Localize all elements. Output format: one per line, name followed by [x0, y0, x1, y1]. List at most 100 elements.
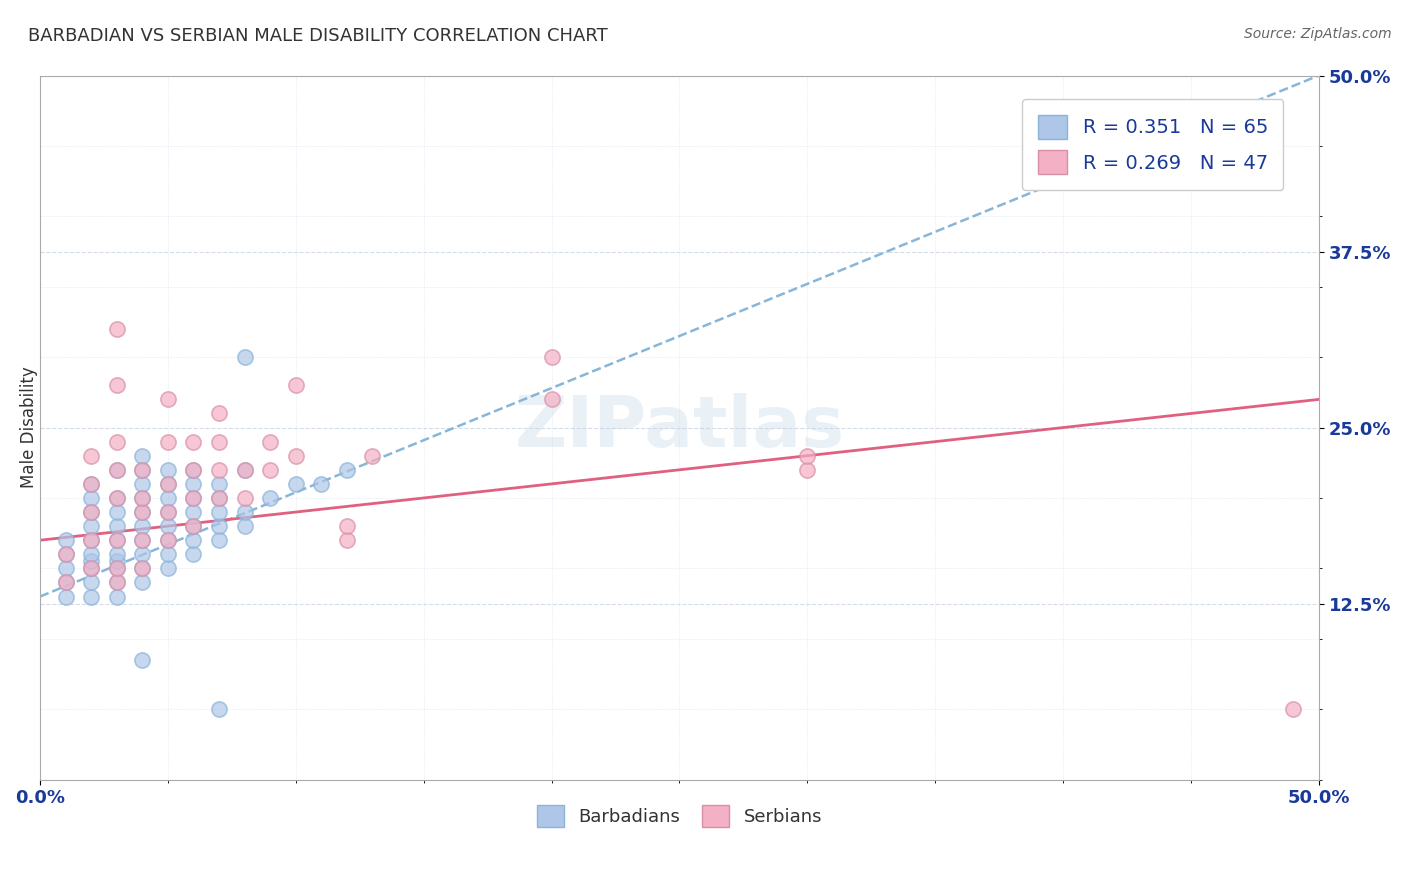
- Point: [284, 449, 307, 463]
- Point: [183, 533, 205, 548]
- Point: [80, 519, 103, 533]
- Point: [80, 533, 103, 548]
- Point: [131, 561, 153, 575]
- Point: [156, 476, 179, 491]
- Point: [105, 463, 128, 477]
- Point: [208, 519, 231, 533]
- Point: [105, 590, 128, 604]
- Point: [336, 519, 359, 533]
- Point: [131, 533, 153, 548]
- Point: [156, 434, 179, 449]
- Point: [156, 505, 179, 519]
- Point: [156, 547, 179, 561]
- Point: [259, 463, 281, 477]
- Point: [208, 407, 231, 421]
- Point: [183, 519, 205, 533]
- Point: [55, 547, 77, 561]
- Point: [105, 561, 128, 575]
- Point: [105, 491, 128, 505]
- Point: [233, 505, 256, 519]
- Point: [259, 434, 281, 449]
- Point: [183, 476, 205, 491]
- Point: [80, 554, 103, 568]
- Point: [131, 463, 153, 477]
- Point: [105, 505, 128, 519]
- Point: [259, 491, 281, 505]
- Point: [105, 554, 128, 568]
- Point: [131, 491, 153, 505]
- Point: [183, 519, 205, 533]
- Y-axis label: Male Disability: Male Disability: [20, 367, 38, 489]
- Point: [208, 434, 231, 449]
- Point: [183, 434, 205, 449]
- Point: [233, 463, 256, 477]
- Point: [233, 463, 256, 477]
- Point: [80, 449, 103, 463]
- Point: [361, 449, 384, 463]
- Point: [131, 505, 153, 519]
- Point: [156, 476, 179, 491]
- Point: [131, 505, 153, 519]
- Point: [336, 533, 359, 548]
- Point: [233, 519, 256, 533]
- Point: [105, 533, 128, 548]
- Point: [80, 533, 103, 548]
- Point: [311, 476, 333, 491]
- Point: [131, 491, 153, 505]
- Point: [208, 533, 231, 548]
- Point: [131, 449, 153, 463]
- Point: [233, 491, 256, 505]
- Point: [105, 491, 128, 505]
- Point: [796, 463, 818, 477]
- Point: [131, 463, 153, 477]
- Point: [208, 476, 231, 491]
- Point: [540, 350, 562, 364]
- Point: [208, 702, 231, 716]
- Point: [131, 575, 153, 590]
- Point: [183, 505, 205, 519]
- Point: [105, 533, 128, 548]
- Point: [208, 491, 231, 505]
- Point: [105, 378, 128, 392]
- Point: [55, 575, 77, 590]
- Point: [208, 491, 231, 505]
- Point: [80, 561, 103, 575]
- Point: [55, 547, 77, 561]
- Point: [105, 575, 128, 590]
- Point: [156, 533, 179, 548]
- Point: [156, 392, 179, 407]
- Point: [55, 561, 77, 575]
- Point: [80, 575, 103, 590]
- Point: [80, 590, 103, 604]
- Point: [183, 491, 205, 505]
- Point: [284, 378, 307, 392]
- Point: [1282, 702, 1305, 716]
- Point: [796, 449, 818, 463]
- Text: BARBADIAN VS SERBIAN MALE DISABILITY CORRELATION CHART: BARBADIAN VS SERBIAN MALE DISABILITY COR…: [28, 27, 607, 45]
- Point: [80, 505, 103, 519]
- Point: [208, 463, 231, 477]
- Point: [131, 547, 153, 561]
- Point: [284, 476, 307, 491]
- Point: [156, 561, 179, 575]
- Point: [80, 476, 103, 491]
- Point: [105, 463, 128, 477]
- Point: [80, 476, 103, 491]
- Point: [80, 561, 103, 575]
- Point: [183, 463, 205, 477]
- Point: [80, 547, 103, 561]
- Point: [540, 392, 562, 407]
- Point: [183, 547, 205, 561]
- Point: [156, 463, 179, 477]
- Point: [105, 519, 128, 533]
- Point: [105, 322, 128, 336]
- Point: [80, 505, 103, 519]
- Point: [183, 491, 205, 505]
- Point: [156, 533, 179, 548]
- Point: [156, 519, 179, 533]
- Point: [105, 547, 128, 561]
- Point: [131, 476, 153, 491]
- Point: [156, 491, 179, 505]
- Point: [131, 533, 153, 548]
- Point: [131, 653, 153, 667]
